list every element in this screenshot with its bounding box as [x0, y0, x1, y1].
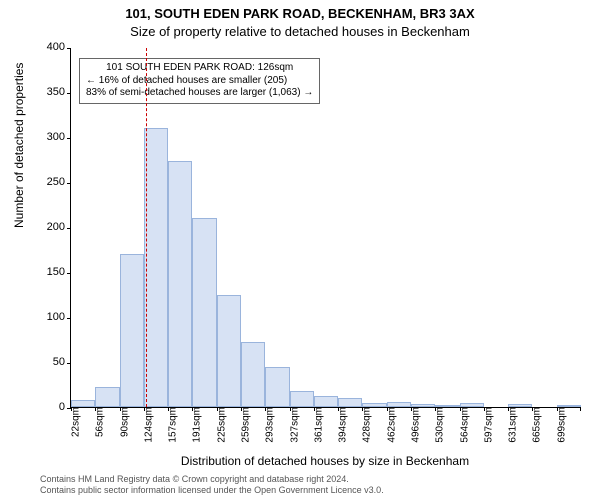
marker-line: [146, 48, 147, 407]
xtick-label: 90sqm: [113, 407, 130, 437]
xtick-label: 462sqm: [380, 407, 397, 443]
histogram-bar: [168, 161, 192, 407]
ytick-label: 50: [53, 356, 71, 368]
xtick-label: 428sqm: [356, 407, 373, 443]
ytick-label: 200: [47, 221, 71, 233]
x-axis-label: Distribution of detached houses by size …: [70, 454, 580, 468]
footer-text: Contains HM Land Registry data © Crown c…: [40, 474, 384, 496]
xtick-label: 225sqm: [210, 407, 227, 443]
chart-title-line2: Size of property relative to detached ho…: [0, 24, 600, 39]
ytick-label: 250: [47, 176, 71, 188]
annotation-box: 101 SOUTH EDEN PARK ROAD: 126sqm ← 16% o…: [79, 58, 320, 104]
xtick-label: 564sqm: [453, 407, 470, 443]
xtick-label: 327sqm: [283, 407, 300, 443]
annotation-line3: 83% of semi-detached houses are larger (…: [86, 87, 313, 100]
histogram-bar: [120, 254, 144, 407]
xtick-label: 496sqm: [405, 407, 422, 443]
histogram-bar: [290, 391, 314, 407]
ytick-label: 300: [47, 131, 71, 143]
chart-container: 101, SOUTH EDEN PARK ROAD, BECKENHAM, BR…: [0, 0, 600, 500]
xtick-label: 56sqm: [89, 407, 106, 437]
annotation-line2: ← 16% of detached houses are smaller (20…: [86, 75, 313, 88]
xtick-label: 293sqm: [259, 407, 276, 443]
histogram-bar: [192, 218, 216, 407]
xtick-label: 361sqm: [307, 407, 324, 443]
xtick-label: 597sqm: [477, 407, 494, 443]
histogram-bar: [265, 367, 289, 408]
xtick-label: 665sqm: [526, 407, 543, 443]
xtick-label: 259sqm: [235, 407, 252, 443]
histogram-bar: [314, 396, 338, 407]
footer-line1: Contains HM Land Registry data © Crown c…: [40, 474, 384, 485]
xtick-mark: [580, 407, 581, 411]
ytick-label: 150: [47, 266, 71, 278]
annotation-line1: 101 SOUTH EDEN PARK ROAD: 126sqm: [86, 62, 313, 75]
plot-area: 101 SOUTH EDEN PARK ROAD: 126sqm ← 16% o…: [70, 48, 580, 408]
xtick-label: 530sqm: [429, 407, 446, 443]
y-axis-label: Number of detached properties: [12, 63, 26, 228]
xtick-label: 631sqm: [502, 407, 519, 443]
histogram-bar: [217, 295, 241, 408]
histogram-bar: [338, 398, 362, 407]
footer-line2: Contains public sector information licen…: [40, 485, 384, 496]
histogram-bar: [144, 128, 168, 407]
histogram-bar: [71, 400, 95, 407]
chart-title-line1: 101, SOUTH EDEN PARK ROAD, BECKENHAM, BR…: [0, 6, 600, 21]
ytick-label: 350: [47, 86, 71, 98]
ytick-label: 400: [47, 41, 71, 53]
xtick-label: 22sqm: [65, 407, 82, 437]
xtick-label: 191sqm: [186, 407, 203, 443]
xtick-label: 124sqm: [137, 407, 154, 443]
histogram-bar: [95, 387, 119, 407]
histogram-bar: [241, 342, 265, 407]
xtick-label: 157sqm: [162, 407, 179, 443]
xtick-label: 394sqm: [332, 407, 349, 443]
ytick-label: 100: [47, 311, 71, 323]
xtick-label: 699sqm: [550, 407, 567, 443]
